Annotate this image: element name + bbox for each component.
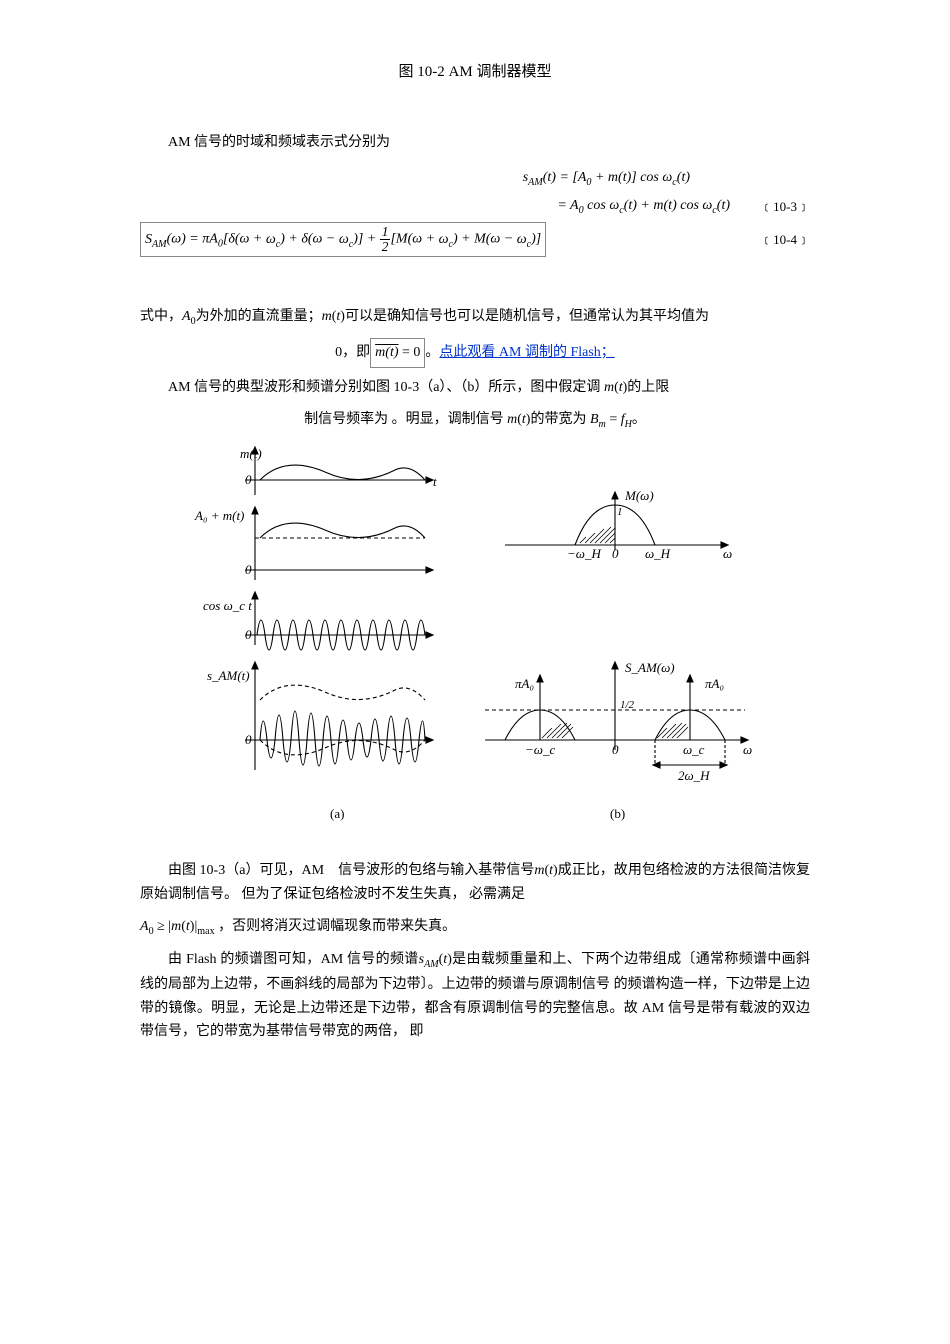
paragraph-2: 式中，A0为外加的直流重量；m(t)可以是确知信号也可以是随机信号，但通常认为其…	[140, 305, 810, 330]
equation-block: sAM(t) = [A0 + m(t)] cos ωc(t) = A0 cos …	[140, 166, 810, 257]
flash-link[interactable]: 点此观看 AM 调制的 Flash；	[439, 345, 614, 360]
paragraph-5: 由 Flash 的频谱图可知，AM 信号的频谱sAM(t)是由载频重量和上、下两…	[140, 948, 810, 1044]
eq-10-3-line2: = A0 cos ωc(t) + m(t) cos ωc(t)	[140, 194, 750, 219]
svg-text:1/2: 1/2	[620, 699, 635, 711]
eq-10-4-number: ﹝10-4﹞	[750, 229, 810, 251]
paragraph-2-line2: 0，即m(t) = 0。点此观看 AM 调制的 Flash；	[140, 338, 810, 368]
svg-text:0: 0	[245, 732, 252, 747]
svg-text:πA₀: πA₀	[705, 676, 724, 691]
paragraph-3-line2: 制信号频率为 。明显，调制信号 m(t)的带宽为 Bm = fH。	[140, 408, 810, 433]
svg-text:0: 0	[245, 627, 252, 642]
figure-10-3-diagram: m(t) 0 t A₀ + m(t) 0 cos ω_c t 0 s_AM(t)…	[140, 440, 810, 849]
eq-10-4: SAM(ω) = πA0[δ(ω + ωc) + δ(ω − ωc)] + 12…	[140, 222, 750, 257]
paragraph-3: AM 信号的典型波形和频谱分别如图 10-3（a）、（b）所示，图中假定调 m(…	[140, 376, 810, 400]
paragraph-1: AM 信号的时域和频域表示式分别为	[140, 131, 810, 155]
svg-text:ω_c: ω_c	[683, 742, 705, 757]
svg-text:0: 0	[612, 742, 619, 757]
svg-text:πA₀: πA₀	[515, 676, 534, 691]
svg-text:A₀ + m(t): A₀ + m(t)	[194, 508, 244, 523]
svg-text:s_AM(t): s_AM(t)	[207, 668, 250, 683]
svg-text:m(t): m(t)	[240, 446, 262, 461]
svg-text:2ω_H: 2ω_H	[678, 768, 710, 783]
svg-text:M(ω): M(ω)	[624, 488, 654, 503]
svg-text:(b): (b)	[610, 806, 625, 821]
condition-line: A0 ≥ |m(t)|max ，否则将消灭过调幅现象而带来失真。	[140, 915, 810, 940]
svg-text:S_AM(ω): S_AM(ω)	[625, 660, 675, 675]
eq-10-3-line1: sAM(t) = [A0 + m(t)] cos ωc(t)	[140, 166, 750, 191]
svg-text:cos ω_c t: cos ω_c t	[203, 598, 252, 613]
figure-10-2-title: 图 10-2 AM 调制器模型	[140, 60, 810, 86]
svg-text:0: 0	[245, 472, 252, 487]
svg-text:0: 0	[612, 546, 619, 561]
svg-text:0: 0	[245, 562, 252, 577]
svg-text:−ω_c: −ω_c	[525, 742, 555, 757]
svg-text:t: t	[433, 474, 437, 489]
svg-text:1: 1	[617, 506, 623, 518]
svg-text:ω: ω	[743, 742, 752, 757]
svg-text:ω_H: ω_H	[645, 546, 671, 561]
svg-text:ω: ω	[723, 546, 732, 561]
eq-10-3-number: ﹝10-3﹞	[750, 196, 810, 218]
svg-text:−ω_H: −ω_H	[567, 546, 601, 561]
paragraph-4: 由图 10-3（a）可见，AM 信号波形的包络与输入基带信号m(t)成正比，故用…	[140, 859, 810, 907]
svg-text:(a): (a)	[330, 806, 344, 821]
